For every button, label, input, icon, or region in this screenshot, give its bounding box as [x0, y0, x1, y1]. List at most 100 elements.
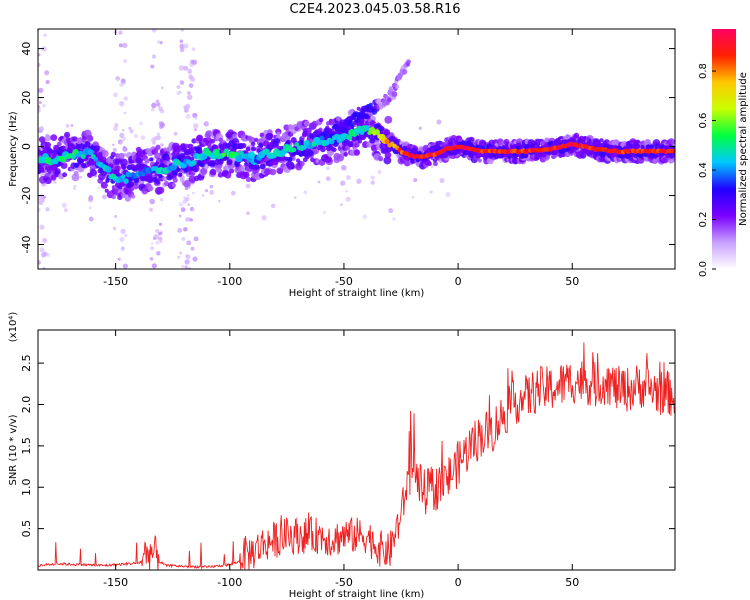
halo-point	[73, 170, 79, 176]
noise-point	[149, 257, 154, 261]
noise-point	[151, 107, 155, 112]
band-point	[523, 153, 529, 158]
band-point	[179, 153, 186, 160]
halo-point	[324, 155, 333, 164]
noise-point	[157, 132, 161, 136]
spec-xtick-label: 0	[455, 275, 462, 288]
noise-point	[183, 227, 188, 232]
noise-point	[322, 210, 327, 215]
noise-point	[177, 255, 181, 259]
branch-point	[391, 91, 398, 97]
noise-point	[191, 59, 198, 65]
noise-point	[245, 183, 251, 189]
noise-point	[39, 224, 45, 230]
spec-xtick-label: 50	[565, 275, 579, 288]
noise-point	[122, 42, 128, 49]
colorbar-tick-label: 0.4	[698, 162, 709, 178]
noise-point	[159, 122, 166, 128]
noise-point	[151, 54, 157, 59]
band-point	[61, 145, 66, 150]
halo-point	[164, 181, 170, 187]
halo-point	[303, 120, 310, 127]
noise-point	[38, 200, 44, 206]
band-point	[259, 163, 266, 170]
halo-point	[433, 161, 438, 167]
ridge-point	[263, 148, 270, 155]
noise-point	[160, 198, 164, 202]
branch-point	[338, 122, 344, 128]
noise-point	[178, 214, 182, 218]
noise-point	[38, 101, 42, 105]
snr-xtick-label: 0	[455, 576, 462, 589]
ridge-point	[105, 166, 112, 173]
noise-point	[123, 96, 128, 101]
noise-point	[188, 74, 194, 80]
halo-point	[200, 167, 208, 175]
snr-area	[38, 342, 675, 570]
noise-point	[194, 116, 198, 120]
noise-point	[88, 206, 92, 210]
band-point	[165, 156, 171, 161]
noise-point	[156, 102, 161, 107]
band-point	[84, 141, 91, 148]
noise-point	[88, 216, 94, 222]
snr-ytick-label: 2.0	[20, 396, 33, 414]
band-point	[198, 149, 203, 154]
noise-point	[411, 196, 415, 199]
noise-point	[152, 236, 157, 241]
halo-point	[306, 128, 312, 134]
halo-point	[54, 168, 61, 175]
spec-ylabel: Frequency (Hz)	[8, 111, 19, 187]
band-point	[640, 144, 645, 150]
noise-point	[119, 132, 125, 138]
noise-point	[38, 107, 41, 113]
ridge-point	[374, 129, 381, 136]
halo-point	[224, 171, 232, 179]
band-point	[158, 173, 163, 178]
halo-point	[336, 116, 341, 122]
band-point	[306, 149, 314, 157]
noise-point	[203, 121, 209, 127]
noise-point	[148, 207, 154, 212]
band-point	[192, 166, 198, 172]
ridge-point	[346, 134, 353, 141]
halo-point	[118, 152, 125, 160]
ridge-point	[223, 148, 229, 154]
band-point	[48, 148, 54, 154]
band-point	[73, 162, 80, 168]
halo-point	[384, 151, 392, 159]
noise-point	[246, 211, 251, 216]
noise-point	[113, 92, 118, 98]
halo-point	[245, 176, 252, 183]
halo-point	[356, 106, 361, 111]
band-point	[287, 156, 293, 162]
branch-point	[388, 85, 394, 92]
band-point	[38, 167, 45, 173]
noise-point	[180, 207, 186, 213]
halo-point	[205, 130, 213, 138]
noise-point	[38, 126, 44, 132]
halo-point	[268, 133, 274, 138]
noise-point	[155, 229, 160, 234]
halo-point	[172, 177, 178, 183]
noise-point	[117, 257, 121, 261]
noise-point	[201, 194, 205, 197]
noise-point	[388, 208, 394, 214]
noise-point	[114, 215, 117, 218]
snr-line	[38, 342, 675, 570]
noise-point	[294, 196, 297, 199]
noise-point	[41, 46, 47, 52]
band-point	[199, 162, 205, 168]
noise-point	[45, 207, 50, 212]
halo-point	[104, 188, 109, 193]
noise-point	[179, 43, 185, 49]
noise-point	[118, 30, 123, 35]
halo-point	[250, 141, 256, 147]
ridge-point	[235, 154, 243, 163]
halo-point	[44, 141, 52, 149]
noise-point	[42, 237, 48, 243]
noise-point	[38, 53, 41, 57]
ridge-point	[384, 138, 390, 144]
noise-point	[53, 180, 57, 184]
band-point	[244, 162, 249, 167]
